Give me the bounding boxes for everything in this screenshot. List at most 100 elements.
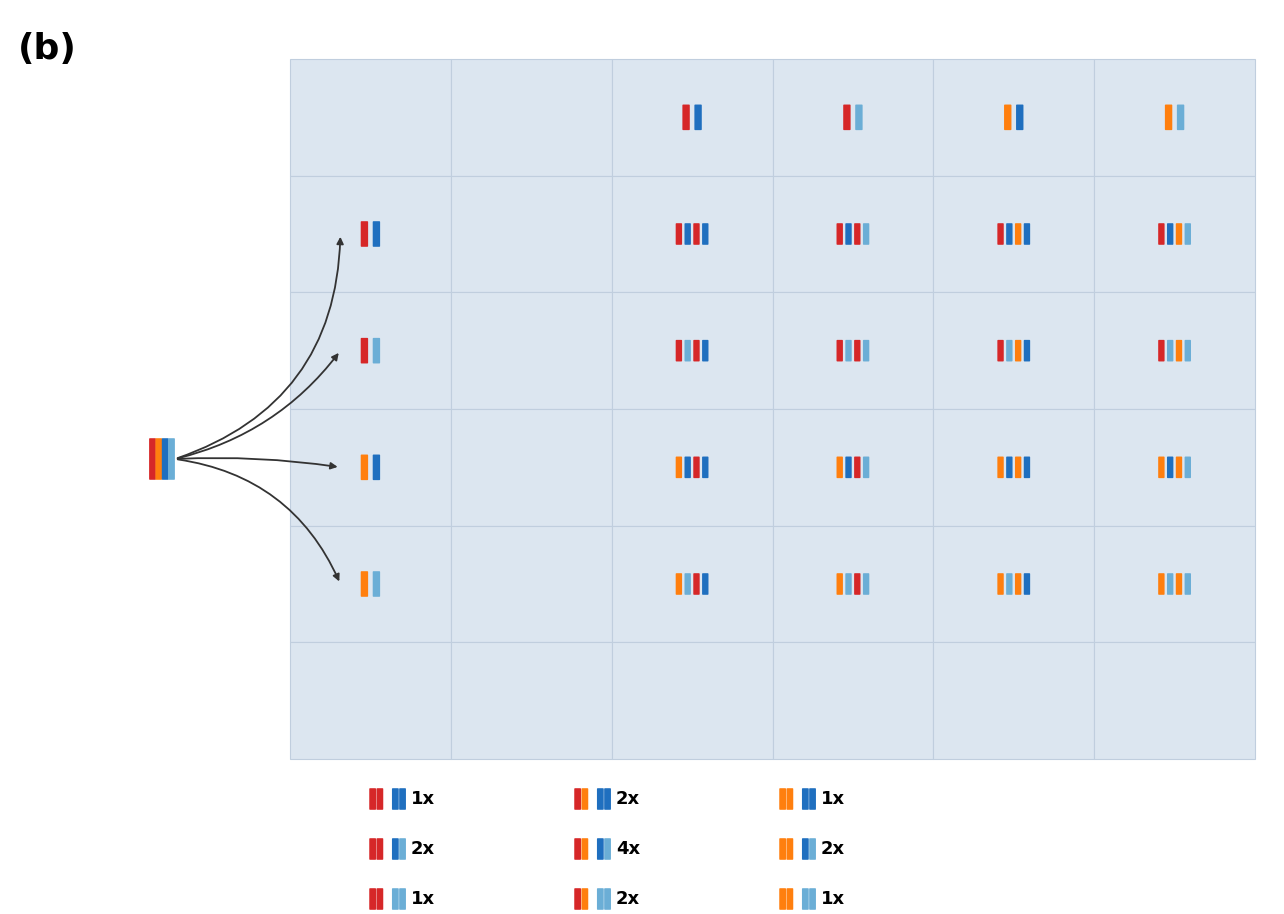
FancyBboxPatch shape <box>1167 456 1174 478</box>
FancyBboxPatch shape <box>854 456 860 478</box>
Bar <box>451 643 611 759</box>
Bar <box>611 175 773 292</box>
Text: 1x: 1x <box>411 790 435 808</box>
FancyBboxPatch shape <box>605 838 611 860</box>
FancyBboxPatch shape <box>836 223 842 245</box>
FancyBboxPatch shape <box>684 340 691 361</box>
FancyBboxPatch shape <box>802 788 809 810</box>
FancyBboxPatch shape <box>392 838 399 860</box>
Bar <box>773 175 933 292</box>
FancyBboxPatch shape <box>376 838 383 860</box>
FancyBboxPatch shape <box>1158 456 1165 478</box>
Bar <box>1094 643 1254 759</box>
FancyBboxPatch shape <box>155 438 162 480</box>
FancyBboxPatch shape <box>779 838 786 860</box>
FancyBboxPatch shape <box>1023 456 1030 478</box>
FancyBboxPatch shape <box>802 838 809 860</box>
FancyBboxPatch shape <box>392 788 399 810</box>
FancyBboxPatch shape <box>1004 104 1012 130</box>
FancyBboxPatch shape <box>1007 223 1013 245</box>
FancyBboxPatch shape <box>1165 104 1172 130</box>
FancyBboxPatch shape <box>809 788 815 810</box>
FancyBboxPatch shape <box>1185 573 1192 595</box>
FancyBboxPatch shape <box>809 838 815 860</box>
FancyBboxPatch shape <box>1007 456 1013 478</box>
FancyBboxPatch shape <box>702 573 709 595</box>
Bar <box>290 59 451 175</box>
FancyBboxPatch shape <box>597 788 603 810</box>
Text: 1x: 1x <box>820 790 845 808</box>
FancyBboxPatch shape <box>836 573 842 595</box>
Text: 2x: 2x <box>616 790 639 808</box>
FancyBboxPatch shape <box>370 788 376 810</box>
Bar <box>451 59 611 175</box>
FancyBboxPatch shape <box>786 888 794 909</box>
FancyBboxPatch shape <box>998 573 1004 595</box>
FancyBboxPatch shape <box>1167 573 1174 595</box>
FancyBboxPatch shape <box>693 573 700 595</box>
FancyBboxPatch shape <box>399 788 406 810</box>
Bar <box>773 292 933 409</box>
FancyBboxPatch shape <box>1176 340 1183 361</box>
Bar <box>933 292 1094 409</box>
FancyBboxPatch shape <box>1176 223 1183 245</box>
FancyBboxPatch shape <box>684 573 691 595</box>
FancyBboxPatch shape <box>605 788 611 810</box>
Bar <box>1094 409 1254 526</box>
FancyBboxPatch shape <box>1176 573 1183 595</box>
FancyBboxPatch shape <box>779 788 786 810</box>
FancyBboxPatch shape <box>1167 340 1174 361</box>
Bar <box>773 526 933 643</box>
FancyBboxPatch shape <box>370 888 376 909</box>
FancyBboxPatch shape <box>695 104 702 130</box>
FancyBboxPatch shape <box>372 571 380 597</box>
Bar <box>773 643 933 759</box>
FancyBboxPatch shape <box>863 223 869 245</box>
Text: 2x: 2x <box>616 890 639 908</box>
FancyBboxPatch shape <box>1185 456 1192 478</box>
FancyBboxPatch shape <box>863 456 869 478</box>
FancyBboxPatch shape <box>855 104 863 130</box>
Bar <box>1094 526 1254 643</box>
FancyBboxPatch shape <box>399 838 406 860</box>
FancyBboxPatch shape <box>693 223 700 245</box>
FancyBboxPatch shape <box>1014 456 1021 478</box>
FancyBboxPatch shape <box>392 888 399 909</box>
FancyBboxPatch shape <box>1158 573 1165 595</box>
Bar <box>773 409 933 526</box>
FancyBboxPatch shape <box>1158 340 1165 361</box>
FancyBboxPatch shape <box>574 888 582 909</box>
FancyBboxPatch shape <box>693 340 700 361</box>
Bar <box>290 409 451 526</box>
FancyBboxPatch shape <box>1007 340 1013 361</box>
Bar <box>933 175 1094 292</box>
FancyBboxPatch shape <box>845 340 851 361</box>
FancyBboxPatch shape <box>370 838 376 860</box>
FancyBboxPatch shape <box>675 456 682 478</box>
FancyBboxPatch shape <box>376 888 383 909</box>
Bar <box>451 175 611 292</box>
FancyBboxPatch shape <box>675 573 682 595</box>
FancyBboxPatch shape <box>597 888 603 909</box>
Bar <box>611 526 773 643</box>
FancyBboxPatch shape <box>1177 104 1184 130</box>
FancyBboxPatch shape <box>1007 573 1013 595</box>
FancyBboxPatch shape <box>1016 104 1023 130</box>
FancyBboxPatch shape <box>786 788 794 810</box>
FancyBboxPatch shape <box>149 438 155 480</box>
FancyBboxPatch shape <box>702 340 709 361</box>
FancyBboxPatch shape <box>845 223 851 245</box>
FancyBboxPatch shape <box>361 221 369 247</box>
FancyBboxPatch shape <box>574 788 582 810</box>
FancyBboxPatch shape <box>399 888 406 909</box>
FancyBboxPatch shape <box>605 888 611 909</box>
FancyBboxPatch shape <box>809 888 815 909</box>
Bar <box>451 292 611 409</box>
FancyBboxPatch shape <box>1014 340 1021 361</box>
Bar <box>1094 292 1254 409</box>
Bar <box>611 59 773 175</box>
FancyBboxPatch shape <box>582 788 588 810</box>
FancyBboxPatch shape <box>998 340 1004 361</box>
FancyBboxPatch shape <box>845 573 851 595</box>
FancyBboxPatch shape <box>854 223 860 245</box>
